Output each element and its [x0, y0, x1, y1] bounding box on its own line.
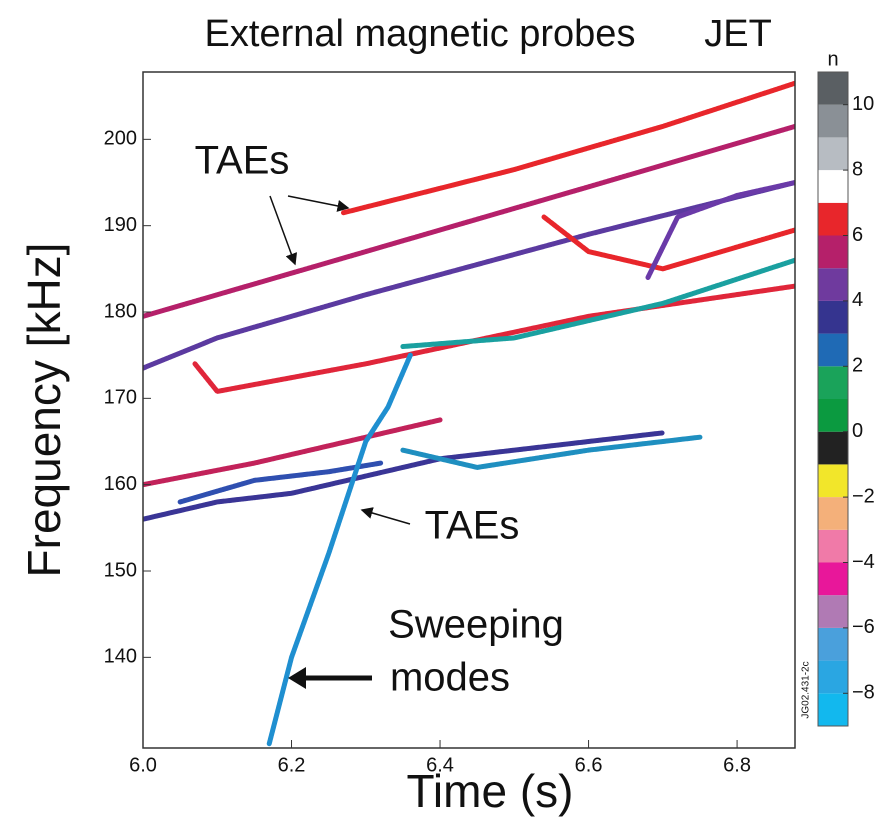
colorbar-frame [817, 71, 849, 727]
colorbar-tick-label: −2 [852, 485, 875, 507]
mode-line [143, 123, 795, 319]
colorbar-segment [818, 366, 848, 399]
colorbar-segment [818, 104, 848, 138]
y-tick-label: 140 [104, 646, 137, 668]
mode-line [341, 80, 795, 216]
annotation: Sweeping [388, 603, 564, 647]
mode-line [400, 257, 795, 350]
colorbar-segment [818, 529, 848, 563]
mode-line [143, 417, 443, 488]
y-tick-label: 170 [104, 387, 137, 409]
annotation: modes [390, 656, 510, 700]
y-tick-label: 180 [104, 300, 137, 322]
colorbar-tick-label: 2 [852, 355, 863, 377]
annotation: TAEs [425, 504, 520, 548]
x-tick-label: 6.8 [723, 754, 751, 776]
colorbar-segment [818, 464, 848, 498]
x-tick-label: 6.6 [575, 754, 603, 776]
annotation-arrow [360, 507, 411, 525]
colorbar-tick-label: −6 [852, 616, 875, 638]
annotation-arrow [269, 195, 298, 266]
colorbar-segment [818, 562, 848, 596]
y-tick-label: 190 [104, 214, 137, 236]
colorbar-segment [818, 268, 848, 301]
colorbar-tick-label: −8 [852, 682, 875, 704]
annotation: TAEs [195, 139, 290, 183]
x-axis-label: Time (s) [407, 765, 574, 817]
colorbar-segment [818, 72, 848, 105]
plot-area [143, 80, 795, 747]
y-tick-label: 160 [104, 473, 137, 495]
colorbar-tick-label: 6 [852, 224, 863, 246]
colorbar-segment [818, 202, 848, 236]
mode-line [266, 352, 413, 747]
colorbar-segment [818, 333, 848, 367]
colorbar-segment [818, 235, 848, 269]
colorbar-segment [818, 300, 848, 334]
colorbar-segment [818, 595, 848, 628]
chart-title: External magnetic probes [205, 13, 636, 55]
y-axis-label: Frequency [kHz] [18, 243, 70, 578]
mode-line [400, 434, 703, 470]
x-tick-label: 6.2 [278, 754, 306, 776]
plot-frame [142, 71, 796, 749]
y-tick-label: 200 [104, 128, 137, 150]
y-tick-label: 150 [104, 559, 137, 581]
x-tick-label: 6.0 [129, 754, 157, 776]
colorbar-tick-label: 0 [852, 420, 863, 442]
annotation-arrow [287, 195, 350, 212]
mode-line [143, 430, 666, 522]
figure-id: JG02.431-2c [801, 661, 812, 718]
chart-subtitle: JET [704, 13, 772, 55]
mode-line [541, 214, 795, 272]
colorbar-tick-label: 10 [852, 93, 874, 115]
colorbar-segment [818, 627, 848, 661]
colorbar-segment [818, 431, 848, 465]
colorbar-segment [818, 399, 848, 432]
colorbar-segment [818, 170, 848, 203]
colorbar-tick-label: 8 [852, 158, 863, 180]
annotation-arrowhead [288, 667, 306, 689]
x-tick-label: 6.4 [426, 754, 454, 776]
colorbar-tick-label: −4 [852, 551, 875, 573]
colorbar-segment [818, 693, 848, 726]
mode-line [143, 180, 795, 371]
colorbar-label: n [827, 48, 838, 70]
colorbar-segment [818, 660, 848, 694]
mode-line [645, 180, 795, 280]
colorbar-segment [818, 497, 848, 530]
colorbar-tick-label: 4 [852, 289, 863, 311]
colorbar-segment [818, 137, 848, 171]
